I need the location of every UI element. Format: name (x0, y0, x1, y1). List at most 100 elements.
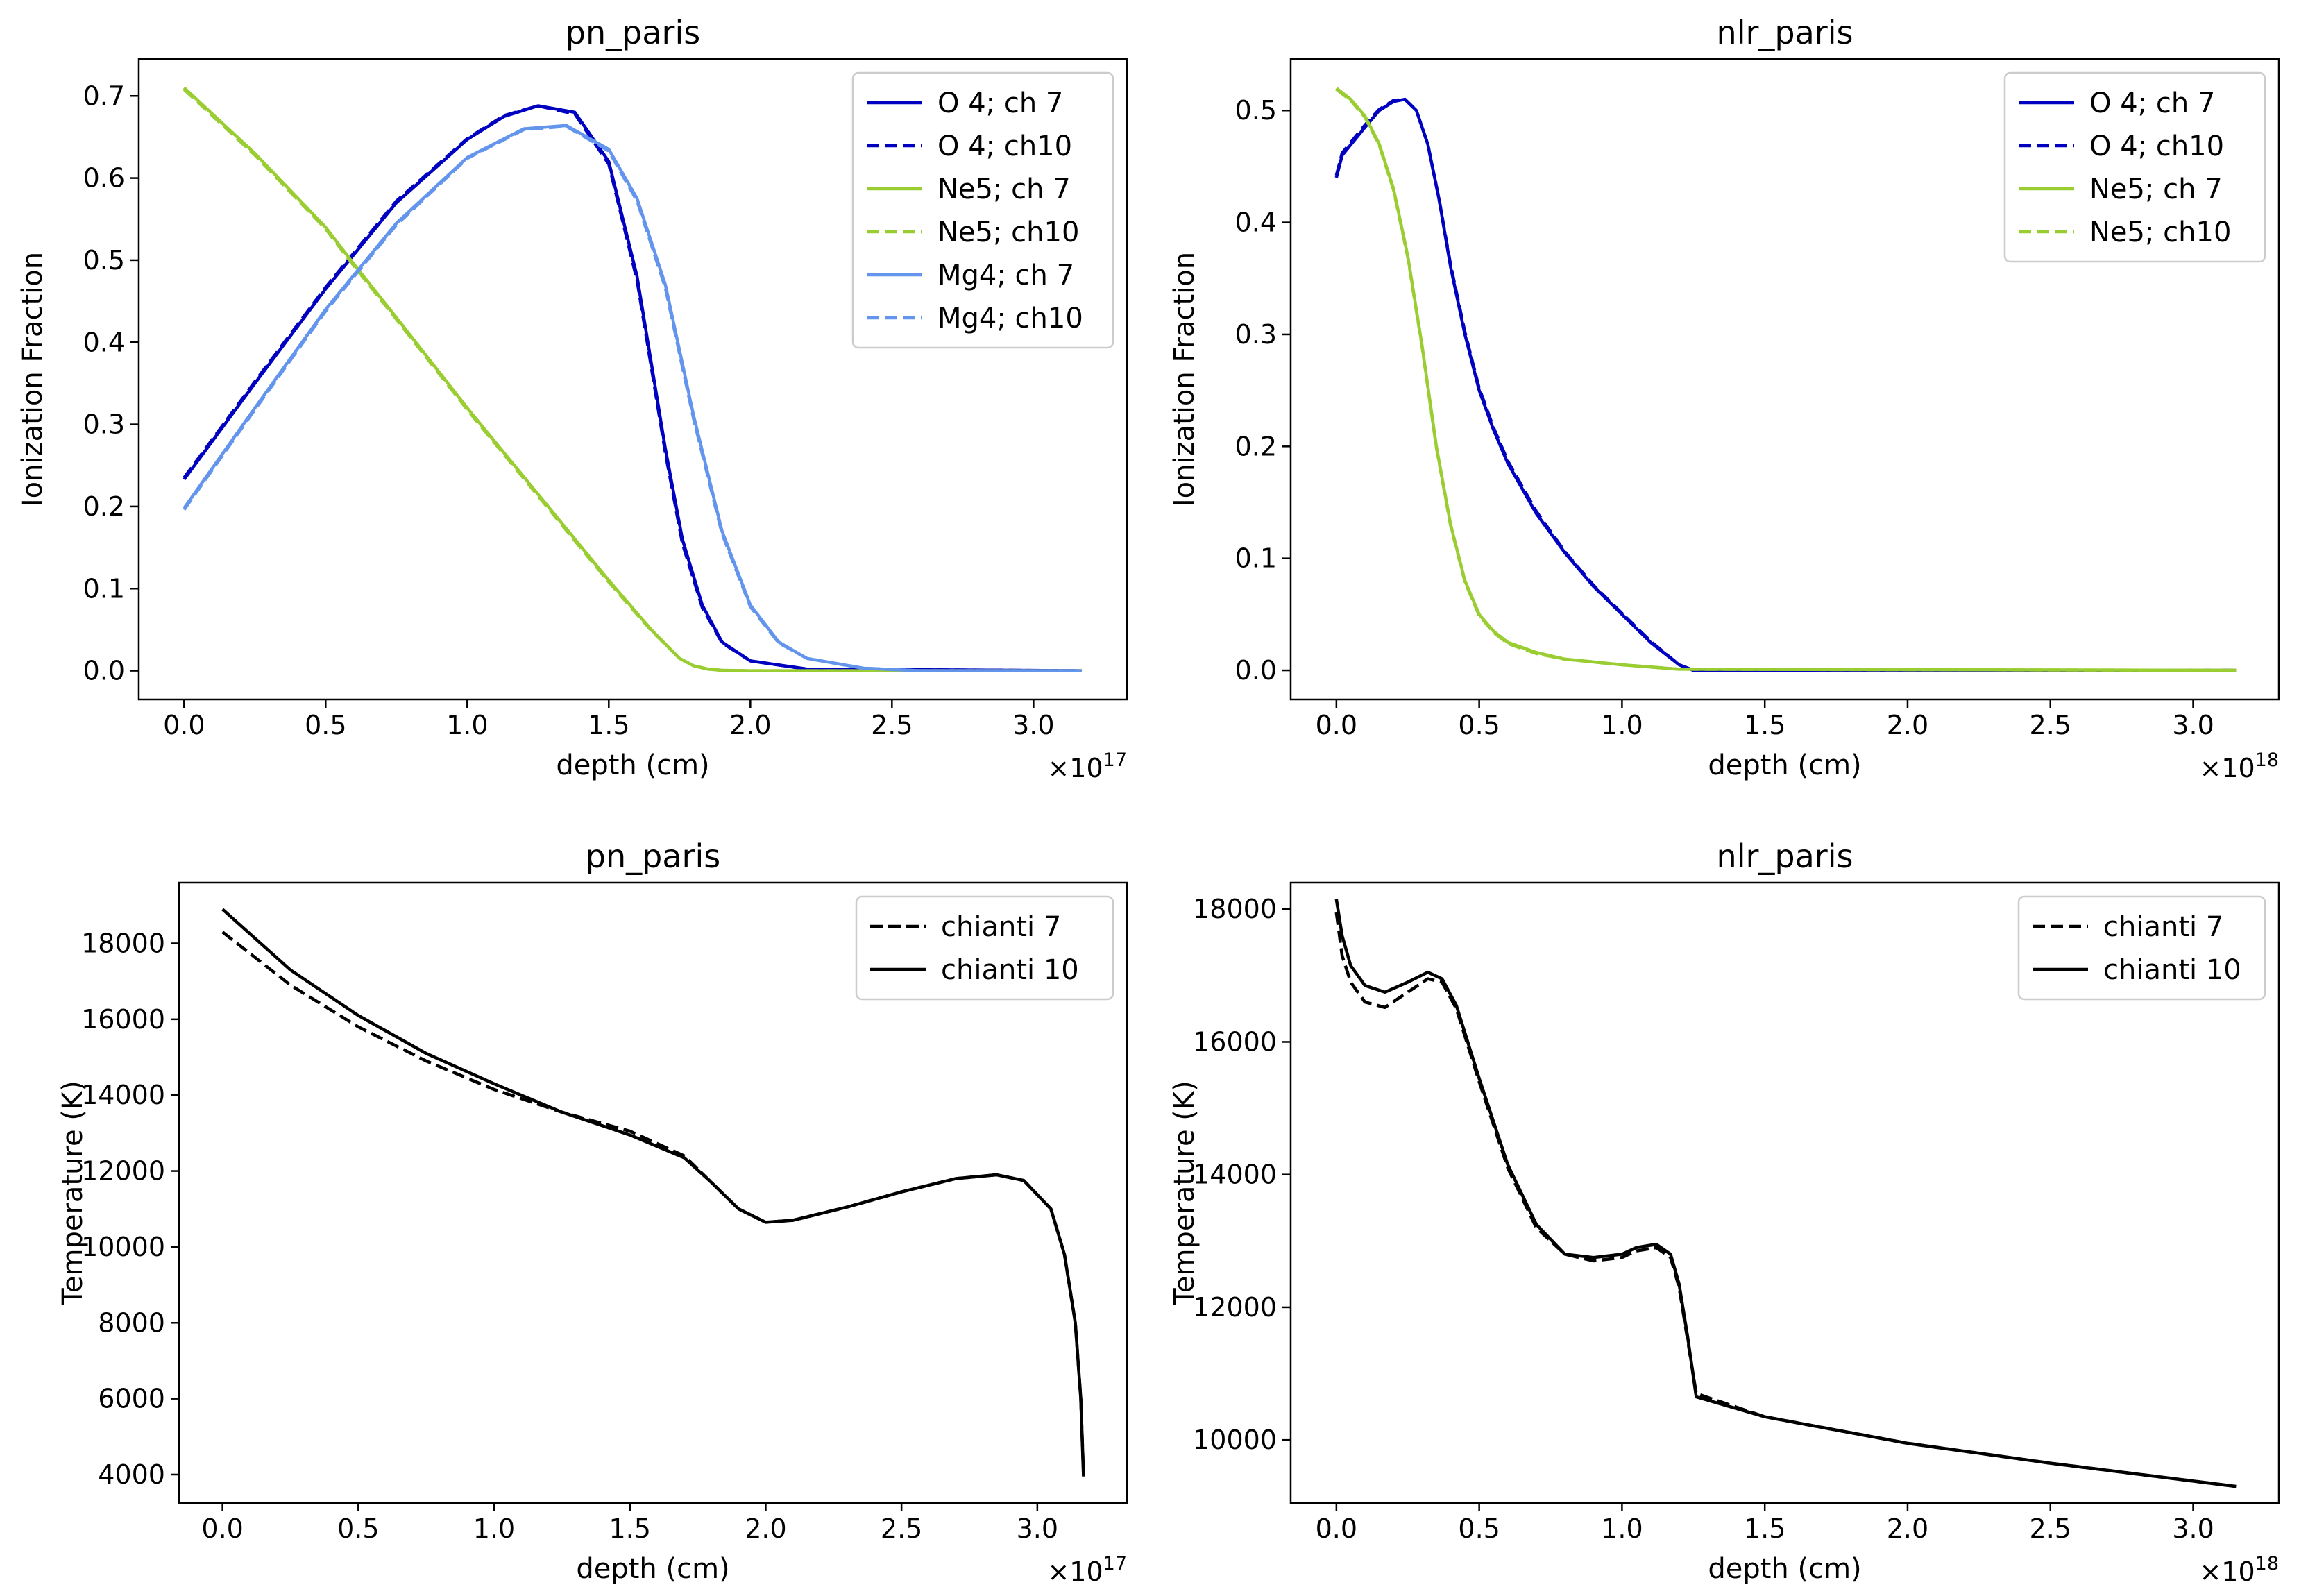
y-tick-label: 18000 (81, 928, 165, 958)
legend-label-4: Ne5; ch10 (937, 217, 1079, 248)
subplot-3: 0.0 0.5 1.0 1.5 2.0 2.5 3.0 4000 6000 8000 10000 12… (57, 838, 1128, 1587)
y-axis-label: Temperature (K) (1169, 1080, 1200, 1306)
legend: chianti 7 chianti 10 (855, 895, 1114, 1001)
series-group (1334, 899, 2237, 1488)
y-tick-label: 0.1 (1235, 543, 1277, 574)
x-tick-label: 1.0 (1601, 1513, 1643, 1544)
x-scale-exponent: 17 (1103, 1553, 1127, 1574)
y-tick-label: 18000 (1193, 894, 1277, 924)
legend-label-1: chianti 7 (941, 911, 1061, 943)
x-tick-label: 2.0 (1887, 1513, 1928, 1544)
y-axis-label: Ionization Fraction (1169, 252, 1200, 507)
x-axis-label: depth (cm) (1708, 749, 1861, 781)
x-scale-label: ×1017 (1047, 749, 1127, 783)
y-tick-label: 8000 (98, 1307, 165, 1338)
series-group (221, 908, 1085, 1477)
y-tick-label: 0.5 (1235, 95, 1277, 126)
plot-frame (1289, 58, 2280, 701)
legend-label-6: Mg4; ch10 (937, 303, 1083, 334)
x-tick-label: 3.0 (2172, 710, 2214, 740)
y-tick-label: 10000 (1193, 1425, 1277, 1455)
x-tick-label: 3.0 (1017, 1513, 1058, 1544)
y-tick-label: 0.2 (1235, 431, 1277, 461)
x-tick-label: 0.0 (201, 1513, 243, 1544)
y-tick-label: 0.3 (83, 409, 125, 440)
legend-label-3: Ne5; ch 7 (937, 173, 1071, 205)
legend: O 4; ch 7 O 4; ch10 Ne5; ch 7 Ne5; ch10 Mg4;… (851, 71, 1114, 349)
y-tick-label: 14000 (1193, 1160, 1277, 1190)
y-axis-label: Ionization Fraction (17, 252, 49, 507)
x-tick-label: 0.5 (337, 1513, 379, 1544)
legend: chianti 7 chianti 10 (2017, 895, 2266, 1001)
x-scale-exponent: 18 (2255, 1553, 2279, 1574)
plot-frame (178, 881, 1128, 1504)
y-tick-label: 10000 (81, 1232, 165, 1262)
x-tick-label: 3.0 (2172, 1513, 2214, 1544)
x-axis-label: depth (cm) (556, 749, 709, 781)
y-tick-label: 16000 (1193, 1026, 1277, 1057)
x-scale-exponent: 17 (1103, 749, 1127, 771)
x-tick-label: 1.0 (473, 1513, 515, 1544)
series-line-4 (183, 88, 1082, 672)
series-line-2 (1334, 899, 2237, 1488)
x-tick-label: 0.0 (163, 710, 205, 740)
y-tick-label: 12000 (81, 1156, 165, 1187)
y-tick-label: 0.6 (83, 163, 125, 194)
y-tick-label: 16000 (81, 1004, 165, 1035)
x-tick-label: 1.0 (1601, 710, 1643, 740)
x-tick-label: 2.5 (881, 1513, 922, 1544)
y-tick-label: 0.4 (83, 327, 125, 357)
legend-label-5: Mg4; ch 7 (937, 260, 1074, 291)
legend-label-2: O 4; ch10 (2089, 130, 2224, 162)
x-tick-label: 0.5 (1458, 1513, 1500, 1544)
series-line-4 (1335, 87, 2237, 672)
y-tick-label: 0.5 (83, 245, 125, 275)
x-tick-label: 2.5 (871, 710, 913, 740)
x-tick-label: 0.5 (305, 710, 346, 740)
legend-frame (2017, 895, 2266, 1001)
x-tick-label: 2.0 (745, 1513, 786, 1544)
x-scale-exponent: 18 (2255, 749, 2279, 771)
x-scale-label: ×1017 (1047, 1553, 1127, 1587)
y-tick-label: 0.0 (1235, 655, 1277, 686)
x-scale-multiplier: ×10 (1047, 753, 1103, 783)
y-tick-label: 0.7 (83, 80, 125, 111)
y-tick-label: 0.0 (83, 656, 125, 686)
x-scale-label: ×1018 (2199, 749, 2279, 783)
legend-label-4: Ne5; ch10 (2089, 217, 2231, 248)
legend-label-2: chianti 10 (941, 954, 1079, 986)
y-tick-label: 6000 (98, 1384, 165, 1414)
x-tick-label: 2.5 (2030, 710, 2071, 740)
series-group (183, 86, 1082, 672)
x-tick-label: 1.5 (588, 710, 629, 740)
series-line-1 (1334, 912, 2237, 1488)
y-tick-label: 12000 (1193, 1292, 1277, 1323)
x-scale-multiplier: ×10 (1047, 1556, 1103, 1587)
legend-label-2: chianti 10 (2103, 954, 2241, 986)
legend-label-1: O 4; ch 7 (937, 87, 1063, 119)
x-tick-label: 0.5 (1458, 710, 1500, 740)
x-tick-label: 0.0 (1316, 710, 1357, 740)
y-tick-label: 0.2 (83, 491, 125, 522)
subplot-title: pn_paris (566, 14, 700, 51)
legend-frame (2003, 71, 2266, 263)
x-tick-label: 2.5 (2030, 1513, 2071, 1544)
legend-label-1: chianti 7 (2103, 911, 2223, 943)
x-tick-label: 3.0 (1012, 710, 1054, 740)
x-tick-label: 0.0 (1316, 1513, 1357, 1544)
x-scale-multiplier: ×10 (2199, 1556, 2255, 1587)
x-tick-label: 2.0 (729, 710, 771, 740)
y-tick-label: 14000 (81, 1080, 165, 1110)
plot-frame (1289, 881, 2280, 1504)
y-tick-label: 0.1 (83, 573, 125, 604)
y-tick-label: 0.4 (1235, 207, 1277, 238)
legend: O 4; ch 7 O 4; ch10 Ne5; ch 7 Ne5; ch10 (2003, 71, 2266, 263)
series-group (1334, 87, 2237, 672)
subplot-title: nlr_paris (1717, 838, 1853, 875)
x-axis-label: depth (cm) (576, 1553, 729, 1585)
subplot-1: 0.0 0.5 1.0 1.5 2.0 2.5 3.0 0.0 0.1 0.2 0.3 0.4 0.5 0… (17, 14, 1128, 783)
subplot-title: pn_paris (586, 838, 720, 875)
series-line-6 (183, 124, 1082, 672)
y-axis-label: Temperature (K) (57, 1080, 89, 1306)
